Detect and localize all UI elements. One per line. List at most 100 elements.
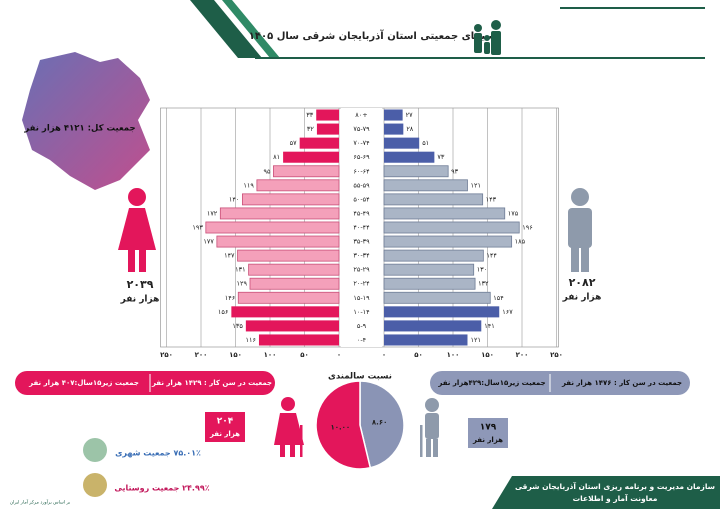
elderly-male-icon: [420, 398, 439, 457]
footer-org: سازمان مدیریت و برنامه ریزی استان آذربای…: [515, 481, 715, 491]
data-label: ۵۱: [422, 139, 429, 147]
data-label: ۱۴۱: [484, 322, 494, 330]
age-label: ۳۵-۳۹: [353, 238, 370, 246]
male-working-age: جمعیت در سن کار : ۱۴۷۶ هزار نفر: [561, 379, 682, 387]
urban-icon: [83, 438, 107, 462]
female-bar: [205, 221, 340, 234]
data-label: ۱۴۷: [224, 252, 235, 260]
female-working-age: جمعیت در سن کار : ۱۴۲۹ هزار نفر: [151, 379, 272, 387]
pie-title: نسبت سالمندی: [328, 372, 392, 382]
x-tick-label: ۱۰۰: [264, 351, 277, 359]
female-bar: [299, 137, 339, 149]
elderly-female-icon: [274, 397, 304, 457]
data-label: ۱۹۶: [522, 224, 532, 232]
x-tick-label: ۱۵۰: [481, 351, 494, 359]
data-label: ۱۲۹: [237, 280, 248, 288]
female-summary: [15, 371, 275, 395]
male-elderly: ۱۷۹: [480, 423, 497, 433]
male-unit: هزار نفر: [562, 293, 602, 303]
x-tick-label: ۵۰: [300, 351, 309, 359]
family-icon: [474, 20, 501, 55]
data-label: ۱۸۵: [515, 238, 526, 246]
x-tick-label: ۲۵۰: [550, 351, 563, 359]
x-tick-label: ۲۵۰: [160, 351, 173, 359]
female-bar: [316, 109, 339, 121]
age-column: [341, 108, 382, 347]
data-label: ۱۷۵: [508, 209, 519, 217]
rural-icon: [83, 473, 107, 497]
data-label: ۹۵: [263, 167, 270, 175]
female-bar: [249, 277, 340, 290]
female-elderly-unit: هزار نفر: [209, 430, 240, 438]
data-label: ۱۴۳: [486, 195, 497, 203]
pie-label: ۸.۶۰: [372, 419, 387, 427]
title: سیمای جمعیتی استان آذربایجان شرقی سال ۱۴…: [249, 29, 496, 42]
data-label: ۹۳: [451, 167, 458, 175]
male-elderly-unit: هزار نفر: [472, 436, 503, 444]
data-label: ۱۴۶: [225, 294, 235, 302]
female-under-15: جمعیت زیر۱۵سال:۴۰۷ هزار نفر: [28, 379, 139, 387]
female-bar: [241, 193, 340, 206]
male-bar: [383, 235, 513, 248]
data-label: ۱۱۶: [245, 336, 255, 344]
x-tick-label: ۲۰۰: [516, 351, 529, 359]
age-label: ۷۵-۷۹: [353, 125, 370, 133]
female-bar: [248, 263, 340, 276]
male-total: ۲۰۸۲: [569, 276, 596, 289]
source: بر اساس برآورد مرکز آمار ایران: [10, 500, 70, 506]
female-elderly: ۲۰۴: [217, 417, 234, 427]
male-bar: [383, 291, 491, 304]
male-bar: [383, 263, 475, 276]
female-bar: [273, 165, 340, 178]
urban-share: ۷۵.۰۱٪ جمعیت شهری: [115, 449, 201, 458]
male-bar: [384, 123, 404, 135]
x-tick-label: ۰: [382, 351, 386, 359]
male-under-15: جمعیت زیر۱۵سال:۴۲۹هزار نفر: [437, 379, 545, 387]
male-bar: [383, 165, 449, 178]
female-bar: [245, 320, 339, 332]
male-bar: [384, 109, 403, 121]
data-label: ۱۵۶: [218, 308, 228, 316]
pie-slice: [315, 380, 372, 470]
data-label: ۱۵۴: [493, 294, 504, 302]
age-label: ۳۰-۳۴: [353, 252, 370, 260]
female-bar: [258, 334, 339, 346]
data-label: ۱۶۷: [502, 308, 513, 316]
male-bar: [383, 221, 520, 234]
male-bar: [384, 306, 500, 318]
male-bar: [383, 207, 506, 220]
female-bar: [237, 249, 340, 262]
female-bar: [219, 207, 340, 220]
data-label: ۳۲: [307, 125, 314, 133]
pie-label: ۱۰.۰۰: [330, 423, 350, 431]
age-label: ۵-۹: [357, 322, 367, 330]
data-label: ۱۲۱: [470, 181, 480, 189]
x-tick-label: ۲۰۰: [195, 351, 208, 359]
rural-share: ۲۴.۹۹٪ جمعیت روستایی: [114, 484, 209, 493]
female-bar: [256, 179, 340, 192]
male-bar: [383, 193, 484, 206]
data-label: ۲۸: [406, 125, 413, 133]
data-label: ۵۷: [290, 139, 297, 147]
female-unit: هزار نفر: [120, 295, 160, 305]
header-stripe: [190, 0, 262, 58]
male-bar: [384, 137, 420, 149]
age-label: ۶۰-۶۴: [353, 167, 370, 175]
data-label: ۱۲۱: [470, 336, 480, 344]
header-stripe: [222, 0, 280, 58]
age-label: ۴۰-۴۴: [353, 224, 370, 232]
data-label: ۳۳: [306, 111, 313, 119]
female-icon: [118, 188, 156, 272]
data-label: ۱۷۷: [203, 238, 214, 246]
x-tick-label: ۵۰: [414, 351, 423, 359]
male-bar: [384, 320, 482, 332]
total-population: جمعیت کل: ۴۱۲۱ هزار نفر: [23, 124, 135, 134]
male-summary: [430, 371, 690, 395]
age-label: ۸۰+: [355, 111, 367, 119]
male-bar: [383, 277, 476, 290]
footer-dept: معاونت آمار و اطلاعات: [573, 493, 658, 503]
age-label: ۰-۴: [357, 336, 367, 344]
female-bar: [216, 235, 340, 248]
female-bar: [231, 306, 339, 318]
